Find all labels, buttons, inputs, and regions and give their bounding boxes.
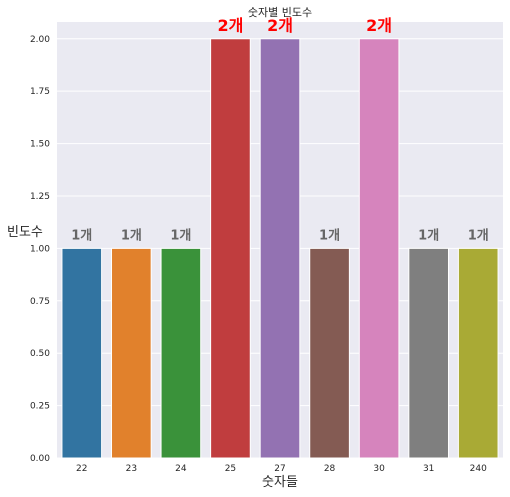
data-labels: 1개 1개 1개 2개 2개 1개 2개 1개 1개: [71, 16, 488, 244]
y-tick-label: 0.25: [30, 402, 50, 412]
bar: [358, 38, 400, 459]
y-tick-label: 1.50: [30, 140, 50, 150]
x-tick-label: 30: [373, 464, 385, 474]
bar: [210, 38, 251, 459]
x-tick-label: 23: [126, 464, 137, 474]
bar: [111, 247, 152, 459]
data-label: 2개: [366, 16, 392, 35]
bar: [457, 247, 499, 459]
x-tick-label: 240: [470, 464, 487, 474]
y-tick-label: 2.00: [30, 35, 50, 45]
y-axis-label: 빈도수: [7, 225, 43, 240]
data-label: 1개: [319, 228, 340, 243]
bar: [160, 247, 202, 459]
data-label: 1개: [71, 228, 92, 243]
x-tick-label: 25: [225, 464, 236, 474]
data-label: 1개: [170, 228, 191, 243]
y-tick-label: 0.75: [30, 297, 50, 307]
data-label: 1개: [418, 228, 439, 243]
y-tick-label: 1.75: [30, 87, 50, 97]
x-tick-labels: 22 23 24 25 27 28 30 31 240: [76, 464, 487, 474]
x-tick-label: 31: [423, 464, 434, 474]
y-tick-label: 0.00: [30, 454, 50, 464]
data-label: 2개: [267, 16, 293, 35]
x-tick-label: 27: [274, 464, 285, 474]
bar: [408, 247, 449, 459]
x-tick-label: 24: [175, 464, 187, 474]
y-tick-label: 0.50: [30, 349, 50, 359]
y-tick-labels: 0.00 0.25 0.50 0.75 1.00 1.25 1.50 1.75 2.00: [30, 35, 50, 464]
bars: [61, 38, 499, 459]
bar: [309, 247, 350, 459]
bar: [259, 38, 301, 459]
bar: [61, 247, 103, 459]
chart-title: 숫자별 빈도수: [248, 6, 312, 19]
x-axis-label: 숫자들: [262, 475, 298, 490]
y-tick-label: 1.25: [30, 192, 50, 202]
x-tick-label: 28: [324, 464, 336, 474]
data-label: 1개: [121, 228, 142, 243]
data-label: 1개: [468, 228, 489, 243]
y-tick-label: 1.00: [30, 244, 50, 254]
data-label: 2개: [218, 16, 244, 35]
x-tick-label: 22: [76, 464, 87, 474]
